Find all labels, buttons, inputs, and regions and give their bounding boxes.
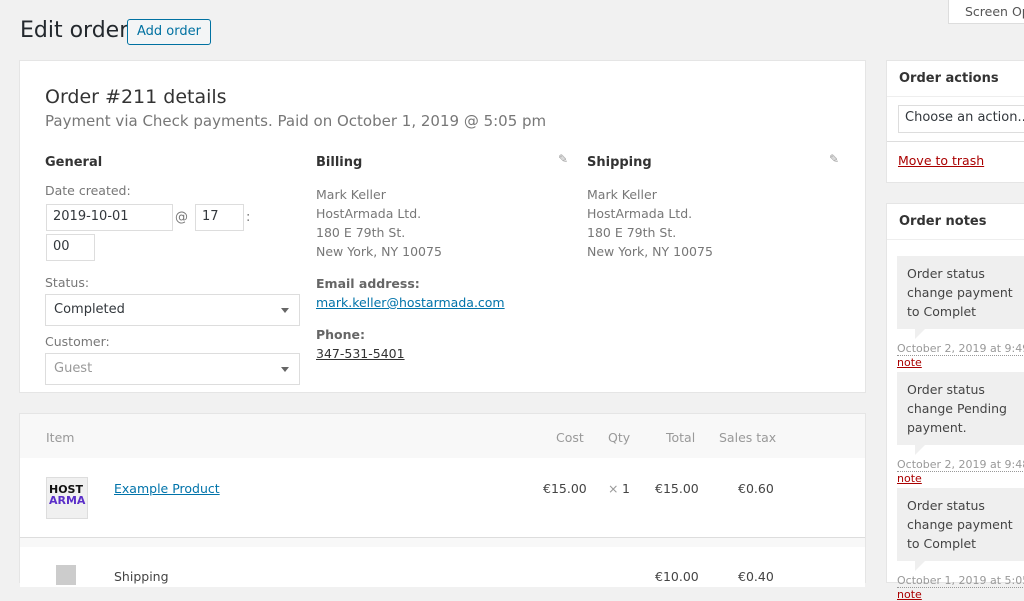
shipping-address: Mark Keller HostArmada Ltd. 180 E 79th S… bbox=[587, 185, 713, 261]
address-line: Mark Keller bbox=[587, 187, 657, 202]
status-value: Completed bbox=[54, 302, 125, 317]
address-line: 180 E 79th St. bbox=[587, 225, 677, 240]
customer-select[interactable]: Guest bbox=[45, 353, 300, 385]
address-line: Mark Keller bbox=[316, 187, 386, 202]
note-text: Order status change payment to Complet bbox=[897, 256, 1024, 339]
note-item: Order status change Pending payment. Oct… bbox=[897, 372, 1024, 485]
order-notes-panel: Order notes Order status change payment … bbox=[886, 203, 1024, 601]
tax-value: €0.60 bbox=[738, 481, 774, 496]
edit-shipping-pencil-icon[interactable]: ✎ bbox=[829, 152, 840, 166]
note-meta: October 1, 2019 at 5:05 bbox=[897, 574, 1024, 588]
order-notes-heading: Order notes bbox=[899, 214, 987, 229]
order-actions-panel: Order actions Choose an action... Move t… bbox=[886, 60, 1024, 183]
col-total: Total bbox=[666, 430, 696, 445]
delete-note-link[interactable]: note bbox=[897, 472, 922, 485]
cost-value: €15.00 bbox=[543, 481, 587, 496]
edit-billing-pencil-icon[interactable]: ✎ bbox=[558, 152, 569, 166]
order-action-select[interactable]: Choose an action... bbox=[898, 105, 1024, 133]
delete-note-link[interactable]: note bbox=[897, 588, 922, 601]
shipping-tax: €0.40 bbox=[738, 569, 774, 584]
note-item: Order status change payment to Complet O… bbox=[897, 488, 1024, 601]
note-meta: October 2, 2019 at 9:48 bbox=[897, 458, 1024, 472]
move-to-trash-link[interactable]: Move to trash bbox=[898, 153, 985, 168]
order-actions-heading: Order actions bbox=[899, 71, 999, 86]
order-details-panel: Order #211 details Payment via Check pay… bbox=[19, 60, 866, 393]
col-sales-tax: Sales tax bbox=[719, 430, 777, 445]
phone-link[interactable]: 347-531-5401 bbox=[316, 346, 405, 361]
total-value: €15.00 bbox=[655, 481, 699, 496]
at-sign: @ bbox=[175, 210, 188, 225]
table-row: HOST ARMA Example Product €15.00 × 1 €15.… bbox=[20, 458, 865, 538]
address-line: 180 E 79th St. bbox=[316, 225, 406, 240]
hour-input[interactable]: 17 bbox=[195, 204, 244, 231]
shipping-heading: Shipping bbox=[587, 155, 652, 170]
screen-options-button[interactable]: Screen Op bbox=[948, 0, 1024, 24]
table-row: Shipping €10.00 €0.40 bbox=[20, 547, 865, 587]
customer-value: Guest bbox=[54, 361, 93, 376]
note-item: Order status change payment to Complet O… bbox=[897, 256, 1024, 369]
status-select[interactable]: Completed bbox=[45, 294, 300, 326]
qty-value: 1 bbox=[622, 481, 630, 496]
order-title: Order #211 details bbox=[45, 86, 227, 108]
customer-label: Customer: bbox=[45, 334, 110, 349]
billing-heading: Billing bbox=[316, 155, 363, 170]
note-text: Order status change Pending payment. bbox=[897, 372, 1024, 455]
date-label: Date created: bbox=[45, 183, 131, 198]
page-title: Edit order bbox=[20, 18, 129, 43]
colon: : bbox=[246, 210, 251, 225]
note-meta: October 2, 2019 at 9:49 bbox=[897, 342, 1024, 356]
delete-note-link[interactable]: note bbox=[897, 356, 922, 369]
shipping-icon bbox=[56, 565, 76, 585]
email-label: Email address: bbox=[316, 276, 420, 291]
product-link[interactable]: Example Product bbox=[114, 481, 220, 496]
general-heading: General bbox=[45, 155, 103, 170]
order-items-panel: Item Cost Qty Total Sales tax HOST ARMA E… bbox=[19, 413, 866, 587]
billing-address: Mark Keller HostArmada Ltd. 180 E 79th S… bbox=[316, 185, 442, 261]
minute-input[interactable]: 00 bbox=[46, 234, 95, 261]
email-link[interactable]: mark.keller@hostarmada.com bbox=[316, 295, 505, 310]
shipping-total: €10.00 bbox=[655, 569, 699, 584]
date-input[interactable]: 2019-10-01 bbox=[46, 204, 173, 231]
address-line: New York, NY 10075 bbox=[316, 244, 442, 259]
status-label: Status: bbox=[45, 275, 90, 290]
qty-x: × bbox=[608, 481, 619, 496]
phone-label: Phone: bbox=[316, 327, 366, 342]
add-order-button[interactable]: Add order bbox=[127, 19, 211, 45]
product-thumbnail: HOST ARMA bbox=[46, 477, 88, 519]
note-text: Order status change payment to Complet bbox=[897, 488, 1024, 571]
address-line: HostArmada Ltd. bbox=[316, 206, 422, 221]
col-cost: Cost bbox=[556, 430, 584, 445]
shipping-name: Shipping bbox=[114, 569, 169, 584]
col-item: Item bbox=[46, 430, 75, 445]
address-line: HostArmada Ltd. bbox=[587, 206, 693, 221]
col-qty: Qty bbox=[608, 430, 631, 445]
order-subtitle: Payment via Check payments. Paid on Octo… bbox=[45, 112, 547, 130]
address-line: New York, NY 10075 bbox=[587, 244, 713, 259]
